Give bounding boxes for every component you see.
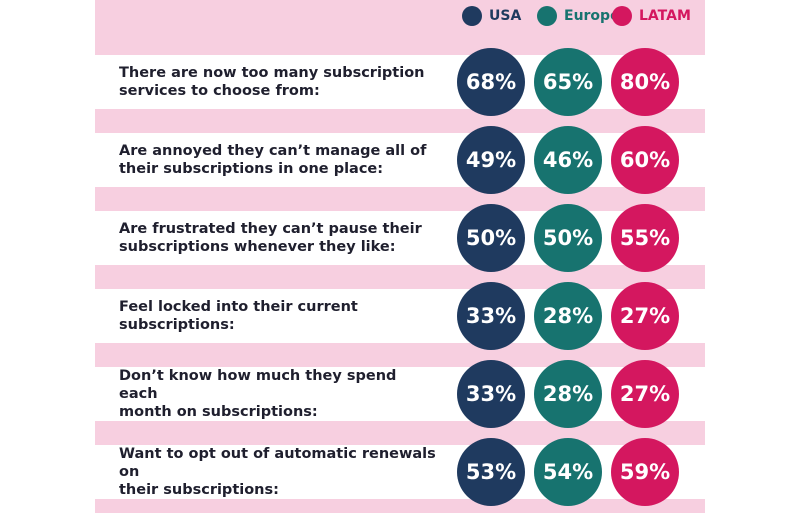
row-question: Feel locked into their current subscript… bbox=[119, 299, 358, 333]
row-question: Don’t know how much they spend each mont… bbox=[119, 368, 397, 420]
legend-item-europe: Europe bbox=[537, 4, 620, 28]
value-circle-usa: 33% bbox=[457, 282, 525, 350]
value-circle-latam: 59% bbox=[611, 438, 679, 506]
value-circle-latam: 60% bbox=[611, 126, 679, 194]
table-row: There are now too many subscription serv… bbox=[95, 55, 705, 109]
table-row: Are frustrated they can’t pause their su… bbox=[95, 211, 705, 265]
row-question: Are frustrated they can’t pause their su… bbox=[119, 221, 422, 255]
value-circle-europe: 28% bbox=[534, 360, 602, 428]
legend-label: Europe bbox=[564, 8, 620, 24]
table-row: Don’t know how much they spend each mont… bbox=[95, 367, 705, 421]
value-circle-europe: 50% bbox=[534, 204, 602, 272]
legend-label: LATAM bbox=[639, 8, 691, 24]
legend-label: USA bbox=[489, 8, 522, 24]
value-circle-usa: 49% bbox=[457, 126, 525, 194]
value-circle-latam: 27% bbox=[611, 282, 679, 350]
legend-swatch bbox=[462, 6, 482, 26]
table-row: Are annoyed they can’t manage all of the… bbox=[95, 133, 705, 187]
value-circle-usa: 33% bbox=[457, 360, 525, 428]
value-circle-latam: 80% bbox=[611, 48, 679, 116]
row-question: Are annoyed they can’t manage all of the… bbox=[119, 143, 427, 177]
value-circle-latam: 55% bbox=[611, 204, 679, 272]
value-circle-europe: 54% bbox=[534, 438, 602, 506]
table-row: Want to opt out of automatic renewals on… bbox=[95, 445, 705, 499]
legend-swatch bbox=[537, 6, 557, 26]
legend-item-latam: LATAM bbox=[612, 4, 691, 28]
value-circle-europe: 46% bbox=[534, 126, 602, 194]
value-circle-europe: 28% bbox=[534, 282, 602, 350]
legend-item-usa: USA bbox=[462, 4, 521, 28]
value-circle-usa: 68% bbox=[457, 48, 525, 116]
legend-swatch bbox=[612, 6, 632, 26]
value-circle-latam: 27% bbox=[611, 360, 679, 428]
value-circle-usa: 50% bbox=[457, 204, 525, 272]
value-circle-usa: 53% bbox=[457, 438, 525, 506]
value-circle-europe: 65% bbox=[534, 48, 602, 116]
row-question: There are now too many subscription serv… bbox=[119, 65, 425, 99]
table-row: Feel locked into their current subscript… bbox=[95, 289, 705, 343]
row-question: Want to opt out of automatic renewals on… bbox=[119, 446, 436, 498]
